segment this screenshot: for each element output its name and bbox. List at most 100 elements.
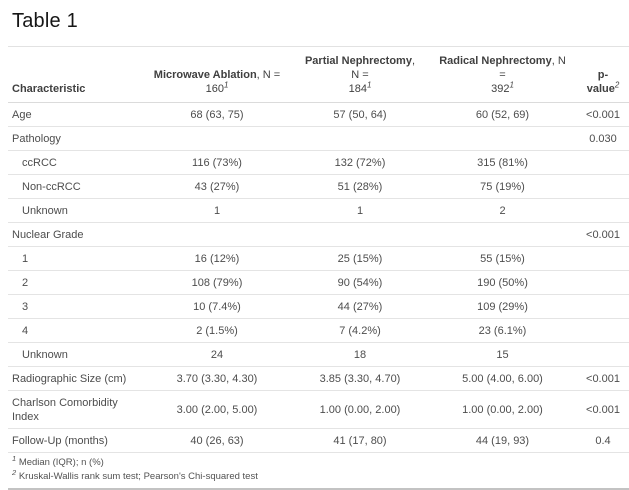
table-row-follow-up: Follow-Up (months) 40 (26, 63) 41 (17, 80)…	[8, 428, 629, 453]
cell-p-value	[577, 294, 629, 319]
table-title: Table 1	[12, 10, 78, 32]
cell-value: 2 (1.5%)	[142, 318, 292, 343]
header-row: Characteristic Microwave Ablation, N = 16…	[8, 46, 629, 103]
column-header-label: p-value	[586, 69, 615, 95]
table-body: Age 68 (63, 75) 57 (50, 64) 60 (52, 69) <0.0…	[8, 102, 629, 453]
footnote-marker: 1	[366, 80, 372, 90]
cell-p-value: <0.001	[577, 390, 629, 429]
cell-value: 2	[428, 198, 577, 223]
column-n-count: 160	[205, 83, 224, 95]
footnote-text: Kruskal-Wallis rank sum test; Pearson's …	[18, 471, 258, 482]
cell-value	[142, 126, 292, 151]
cell-value: 75 (19%)	[428, 174, 577, 199]
cell-value: 3.85 (3.30, 4.70)	[292, 366, 428, 391]
cell-value: 1	[292, 198, 428, 223]
table-row-grade-unknown: Unknown 24 18 15	[8, 342, 629, 367]
cell-p-value	[577, 342, 629, 367]
column-header-label: Microwave Ablation	[153, 69, 257, 81]
cell-value: 15	[428, 342, 577, 367]
cell-p-value: <0.001	[577, 366, 629, 391]
column-n-count: 392	[491, 83, 510, 95]
table-row-charlson-comorbidity-index: Charlson Comorbidity Index 3.00 (2.00, 5.…	[8, 390, 629, 429]
cell-p-value: <0.001	[577, 222, 629, 247]
footnote-text: Median (IQR); n (%)	[18, 457, 104, 468]
table-row-nuclear-grade: Nuclear Grade <0.001	[8, 222, 629, 247]
table-row-pathology-unknown: Unknown 1 1 2	[8, 198, 629, 223]
table-row-ccrcc: ccRCC 116 (73%) 132 (72%) 315 (81%)	[8, 150, 629, 175]
cell-value: 18	[292, 342, 428, 367]
table-row-age: Age 68 (63, 75) 57 (50, 64) 60 (52, 69) <0.0…	[8, 102, 629, 127]
cell-value: 16 (12%)	[142, 246, 292, 271]
row-label: 4	[8, 318, 142, 343]
table-row-grade-2: 2 108 (79%) 90 (54%) 190 (50%)	[8, 270, 629, 295]
cell-p-value	[577, 198, 629, 223]
table-header: Characteristic Microwave Ablation, N = 16…	[8, 46, 629, 103]
column-n-count: 184	[348, 83, 367, 95]
cell-value: 23 (6.1%)	[428, 318, 577, 343]
row-label: Follow-Up (months)	[8, 428, 142, 453]
cell-p-value: 0.4	[577, 428, 629, 453]
cell-value: 55 (15%)	[428, 246, 577, 271]
cell-value: 3.70 (3.30, 4.30)	[142, 366, 292, 391]
row-label: Age	[8, 102, 142, 127]
footnote-statistical-tests: 2 Kruskal-Wallis rank sum test; Pearson'…	[12, 467, 629, 484]
cell-value: 190 (50%)	[428, 270, 577, 295]
cell-value: 108 (79%)	[142, 270, 292, 295]
cell-value	[428, 126, 577, 151]
column-header-label: Characteristic	[12, 83, 86, 95]
row-label: Charlson Comorbidity Index	[8, 390, 142, 429]
cell-value: 44 (19, 93)	[428, 428, 577, 453]
cell-value: 3.00 (2.00, 5.00)	[142, 390, 292, 429]
cell-value: 25 (15%)	[292, 246, 428, 271]
row-label: Unknown	[8, 342, 142, 367]
footnote-marker: 1	[223, 80, 229, 90]
row-label: Radiographic Size (cm)	[8, 366, 142, 391]
cell-value: 60 (52, 69)	[428, 102, 577, 127]
cell-p-value	[577, 270, 629, 295]
cell-p-value	[577, 318, 629, 343]
cell-value: 5.00 (4.00, 6.00)	[428, 366, 577, 391]
cell-p-value	[577, 150, 629, 175]
column-header-p-value: p-value2	[577, 46, 629, 103]
cell-p-value: 0.030	[577, 126, 629, 151]
row-label: Unknown	[8, 198, 142, 223]
cell-value: 116 (73%)	[142, 150, 292, 175]
column-header-label: Radical Nephrectomy	[439, 55, 552, 67]
column-header-label: Partial Nephrectomy	[304, 55, 412, 67]
footnote-marker: 1	[12, 453, 17, 463]
table-row-pathology: Pathology 0.030	[8, 126, 629, 151]
row-label: 3	[8, 294, 142, 319]
cell-value	[292, 126, 428, 151]
footnote-marker: 2	[614, 80, 620, 90]
cell-p-value	[577, 174, 629, 199]
cell-value: 90 (54%)	[292, 270, 428, 295]
cell-value: 68 (63, 75)	[142, 102, 292, 127]
cell-p-value: <0.001	[577, 102, 629, 127]
cell-value: 315 (81%)	[428, 150, 577, 175]
cell-value: 41 (17, 80)	[292, 428, 428, 453]
cell-value	[292, 222, 428, 247]
column-header-radical-nephrectomy: Radical Nephrectomy, N = 3921	[428, 46, 577, 103]
cell-value: 1.00 (0.00, 2.00)	[292, 390, 428, 429]
cell-value: 44 (27%)	[292, 294, 428, 319]
cell-p-value	[577, 246, 629, 271]
cell-value: 1	[142, 198, 292, 223]
table-footnotes: 1 Median (IQR); n (%) 2 Kruskal-Wallis r…	[8, 453, 629, 490]
column-header-partial-nephrectomy: Partial Nephrectomy, N = 1841	[292, 46, 428, 103]
cell-value: 132 (72%)	[292, 150, 428, 175]
footnote-median-iqr: 1 Median (IQR); n (%)	[12, 453, 629, 470]
cell-value: 1.00 (0.00, 2.00)	[428, 390, 577, 429]
row-label: Nuclear Grade	[8, 222, 142, 247]
footnote-marker: 2	[12, 467, 17, 477]
cell-value: 51 (28%)	[292, 174, 428, 199]
table-row-grade-3: 3 10 (7.4%) 44 (27%) 109 (29%)	[8, 294, 629, 319]
cell-value	[142, 222, 292, 247]
row-label: Pathology	[8, 126, 142, 151]
cell-value: 57 (50, 64)	[292, 102, 428, 127]
table-row-radiographic-size: Radiographic Size (cm) 3.70 (3.30, 4.30) 3…	[8, 366, 629, 391]
row-label: ccRCC	[8, 150, 142, 175]
footnote-marker: 1	[509, 80, 514, 90]
cell-value: 7 (4.2%)	[292, 318, 428, 343]
